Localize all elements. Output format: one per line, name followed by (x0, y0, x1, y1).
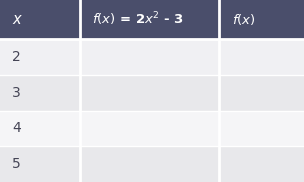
Bar (80, 146, 219, 182)
Bar (0, 0, 80, 39)
Bar (80, 75, 219, 110)
Bar (80, 110, 219, 146)
Bar (80, 39, 219, 75)
Text: 5: 5 (12, 157, 21, 171)
Text: 3: 3 (12, 86, 21, 100)
Text: $\mathit{f(x)}$: $\mathit{f(x)}$ (232, 12, 255, 27)
Bar (0, 146, 80, 182)
Text: $\mathit{f(x)}$ = 2$\mathit{x}^2$ - 3: $\mathit{f(x)}$ = 2$\mathit{x}^2$ - 3 (92, 11, 184, 28)
Bar (0, 75, 80, 110)
Bar (0, 110, 80, 146)
Bar (219, 0, 304, 39)
Bar (80, 0, 219, 39)
Text: $\mathit{x}$: $\mathit{x}$ (12, 12, 23, 27)
Bar (219, 39, 304, 75)
Bar (0, 39, 80, 75)
Text: 4: 4 (12, 121, 21, 135)
Text: 2: 2 (12, 50, 21, 64)
Bar (219, 110, 304, 146)
Bar (219, 75, 304, 110)
Bar (219, 146, 304, 182)
